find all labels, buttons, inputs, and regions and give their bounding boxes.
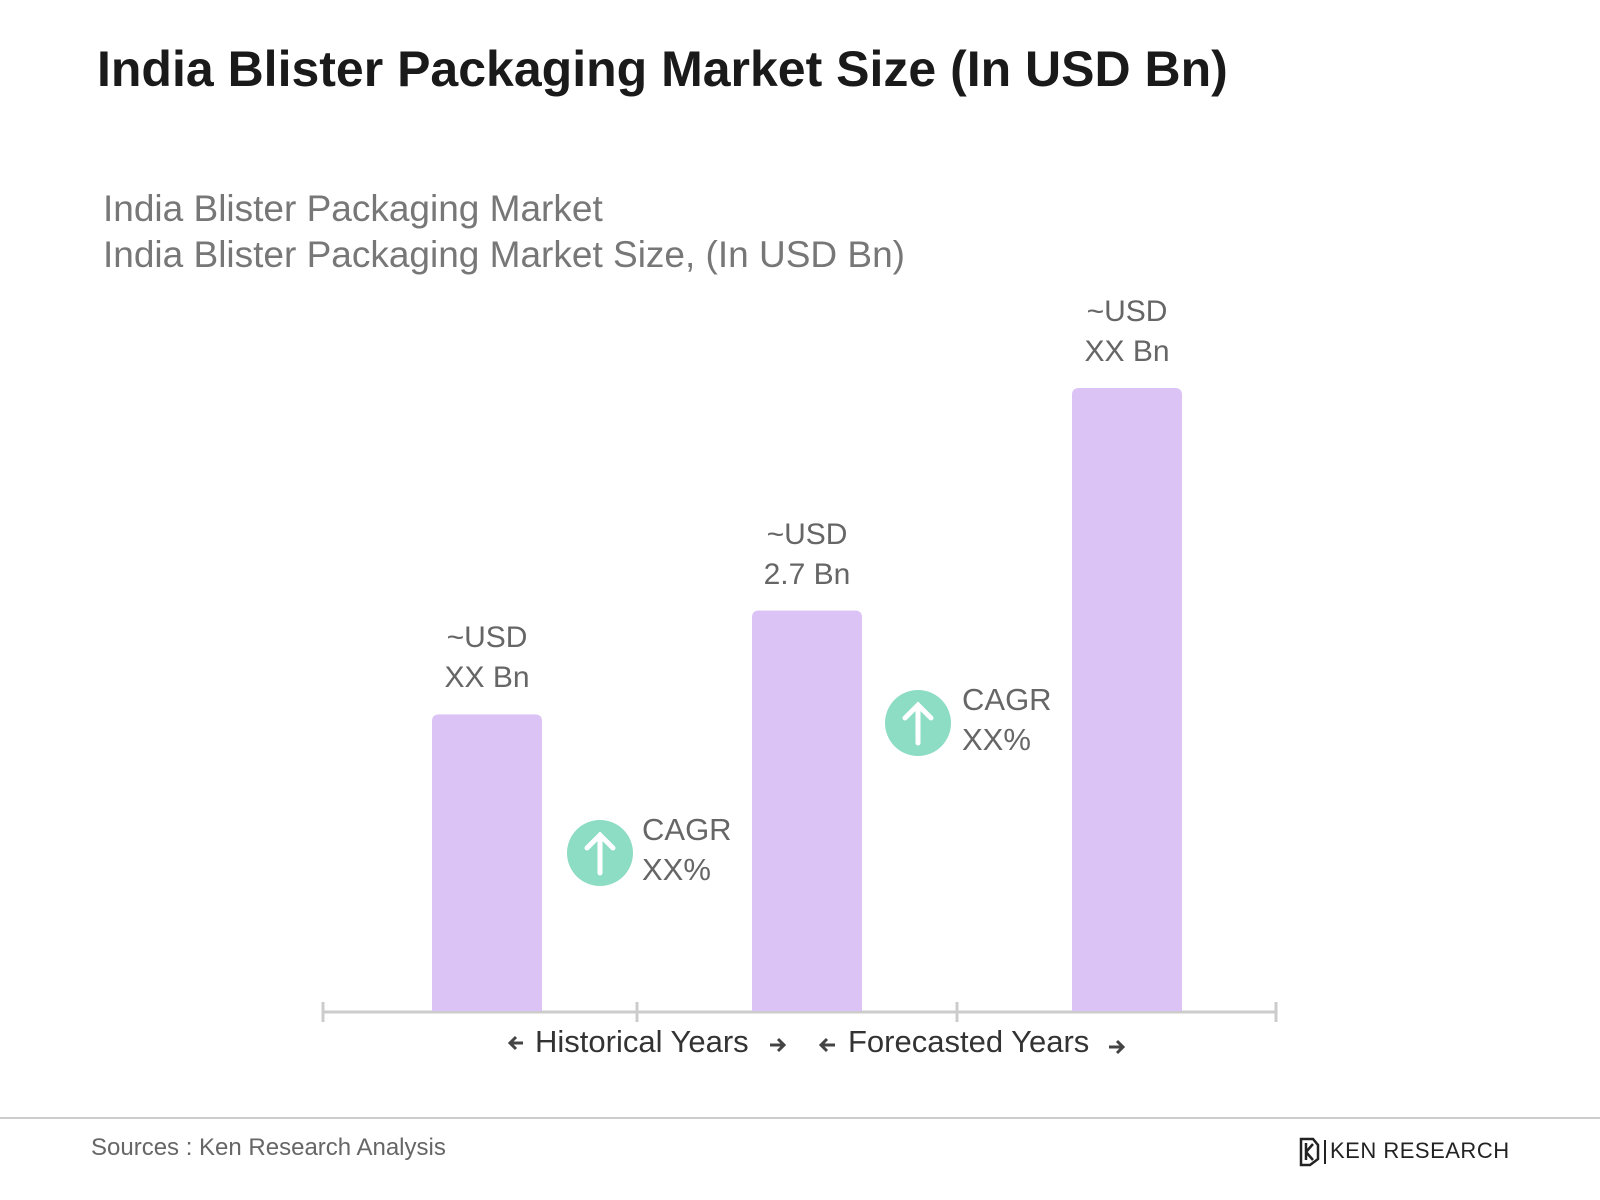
period-label: Forecasted Years xyxy=(848,1024,1090,1059)
period-label: Historical Years xyxy=(535,1024,749,1059)
brand-name: KEN RESEARCH xyxy=(1330,1138,1510,1163)
cagr-label: CAGR XX% xyxy=(642,812,732,887)
bar xyxy=(752,610,862,1011)
period-arrows xyxy=(507,1035,1126,1055)
chart-title: India Blister Packaging Market Size (In … xyxy=(97,41,1228,97)
brand-logo xyxy=(1299,1137,1326,1167)
cagr-label: CAGR XX% xyxy=(962,682,1052,757)
bar xyxy=(432,714,542,1011)
source-note: Sources : Ken Research Analysis xyxy=(91,1134,446,1161)
value-label: ~USD 2.7 Bn xyxy=(763,517,851,591)
value-label: ~USD XX Bn xyxy=(444,621,530,695)
up-arrow xyxy=(902,701,934,746)
chart-subtitle: India Blister Packaging Market xyxy=(103,188,603,229)
up-arrow xyxy=(584,831,616,876)
value-label: ~USD XX Bn xyxy=(1084,295,1170,368)
bar xyxy=(1072,388,1182,1011)
chart-subtitle: India Blister Packaging Market Size, (In… xyxy=(103,234,905,275)
